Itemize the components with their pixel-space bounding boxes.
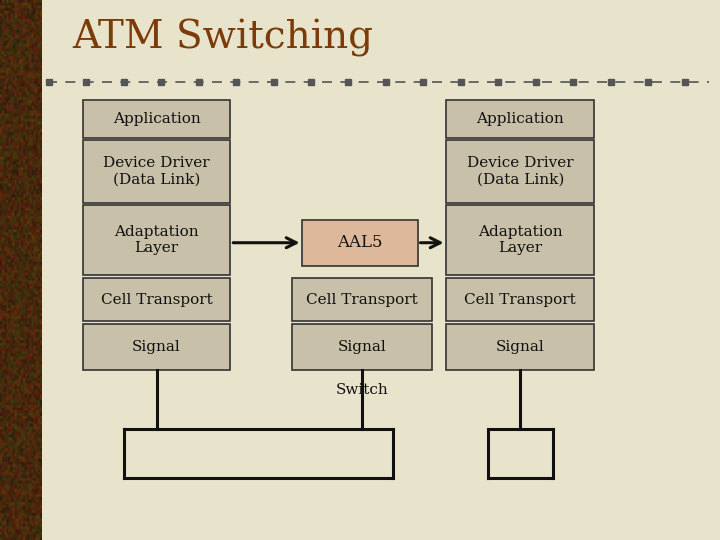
Bar: [446, 278, 594, 321]
Text: Signal: Signal: [132, 340, 181, 354]
Text: Cell Transport: Cell Transport: [101, 293, 212, 307]
Text: ATM Switching: ATM Switching: [72, 19, 373, 57]
Bar: [83, 205, 230, 275]
Text: Application: Application: [113, 112, 200, 126]
Bar: [292, 324, 432, 370]
Bar: [446, 205, 594, 275]
Bar: [446, 100, 594, 138]
Bar: [83, 100, 230, 138]
Bar: [83, 140, 230, 202]
Bar: [446, 140, 594, 202]
Bar: [83, 324, 230, 370]
Text: Cell Transport: Cell Transport: [464, 293, 576, 307]
Text: Signal: Signal: [496, 340, 544, 354]
Text: Device Driver
(Data Link): Device Driver (Data Link): [467, 157, 574, 186]
Text: Switch: Switch: [336, 383, 388, 397]
Text: Adaptation
Layer: Adaptation Layer: [114, 225, 199, 255]
Bar: [446, 324, 594, 370]
Text: Signal: Signal: [338, 340, 386, 354]
Bar: [292, 278, 432, 321]
Text: Cell Transport: Cell Transport: [306, 293, 418, 307]
Text: Adaptation
Layer: Adaptation Layer: [478, 225, 562, 255]
Bar: [83, 278, 230, 321]
Text: Device Driver
(Data Link): Device Driver (Data Link): [103, 157, 210, 186]
Bar: [302, 220, 418, 266]
Text: Application: Application: [477, 112, 564, 126]
Text: AAL5: AAL5: [337, 234, 383, 251]
